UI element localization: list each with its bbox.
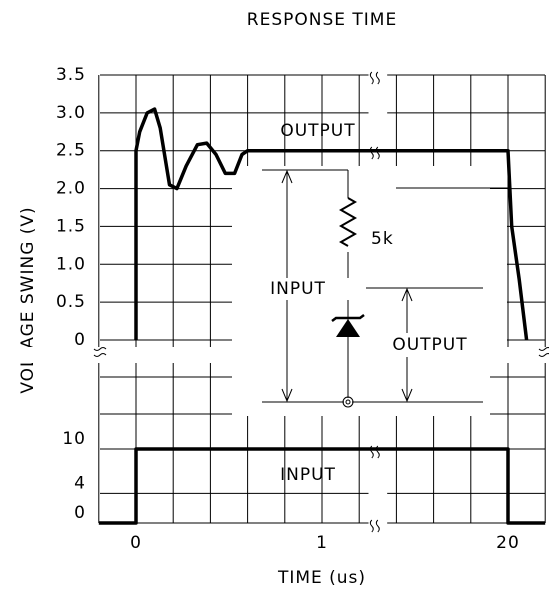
y-tick-label: 4 <box>74 473 86 493</box>
axis-break-mark <box>538 353 549 357</box>
axis-break <box>369 71 380 85</box>
x-tick-label: 20 <box>496 533 520 553</box>
axis-break-mark <box>93 347 107 351</box>
legend-label: INPUT <box>280 465 336 485</box>
axis-break <box>93 347 107 357</box>
y-tick-label: 2.0 <box>56 179 86 199</box>
axis-break-mark <box>375 71 380 85</box>
axis-break-mark <box>369 519 374 533</box>
zener-diode <box>336 319 360 337</box>
y-tick-label: 10 <box>62 429 86 449</box>
axis-break <box>369 146 380 160</box>
y-tick-label: 2.5 <box>56 141 86 161</box>
schematic: INPUT 5k OUTPUT <box>258 169 484 408</box>
y-axis-label: VOLTAGE SWING (V) <box>18 206 38 393</box>
arrow-head <box>401 287 413 403</box>
schematic-label: INPUT <box>270 279 326 299</box>
x-tick-label: 0 <box>130 533 142 553</box>
axis-break-mark <box>369 71 374 85</box>
label-bg <box>258 278 366 300</box>
label-bg <box>376 333 484 357</box>
legend-label: OUTPUT <box>280 121 355 141</box>
series-line <box>98 447 546 525</box>
axis-break-mark <box>93 353 107 357</box>
x-axis-label: TIME (us) <box>277 568 366 588</box>
axis-break-mark <box>538 347 549 351</box>
series-line <box>134 107 529 341</box>
axis-break-mark <box>375 519 380 533</box>
y-tick-label: 1.5 <box>56 216 86 236</box>
axis-break <box>538 347 549 357</box>
axis-break <box>369 519 380 533</box>
chart-title: RESPONSE TIME <box>247 10 397 30</box>
x-tick-label: 1 <box>316 533 328 553</box>
schematic-label: 5k <box>371 229 394 249</box>
axis-break-mark <box>375 146 380 160</box>
axis-break-mark <box>369 146 374 160</box>
arrow-head <box>281 169 293 403</box>
y-tick-label: 0 <box>74 503 86 523</box>
y-tick-label: 3.0 <box>56 103 86 123</box>
y-tick-label: 3.5 <box>56 65 86 85</box>
y-tick-label: 0.5 <box>56 292 86 312</box>
terminal <box>345 399 351 405</box>
schematic-label: OUTPUT <box>392 335 467 355</box>
y-tick-label: 0 <box>74 330 86 350</box>
y-tick-label: 1.0 <box>56 254 86 274</box>
blank <box>387 189 507 341</box>
zener-bar <box>331 314 365 322</box>
terminal <box>342 396 354 408</box>
resistor <box>338 197 358 247</box>
